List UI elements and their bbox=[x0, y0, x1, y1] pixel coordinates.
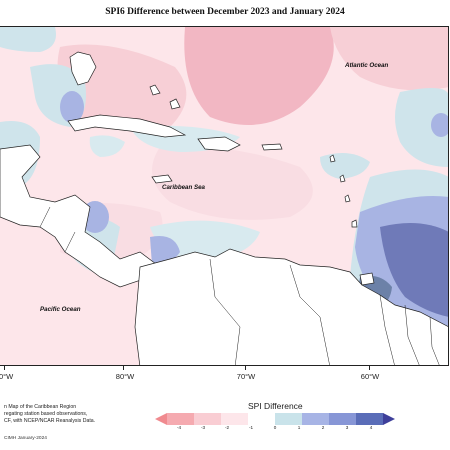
lon-label-70w: 70°W bbox=[236, 372, 256, 381]
legend-cell bbox=[302, 413, 330, 425]
legend-tick-label: -3 bbox=[200, 425, 206, 430]
legend-cell bbox=[356, 413, 384, 425]
legend-cell bbox=[167, 413, 195, 425]
legend-tick-label: -4 bbox=[176, 425, 182, 430]
map-credit-text: n Map of the Caribbean Region regating s… bbox=[4, 404, 96, 424]
map-title: SPI6 Difference between December 2023 an… bbox=[105, 7, 345, 17]
legend-cell bbox=[221, 413, 249, 425]
legend-tick-label: 3 bbox=[345, 425, 349, 430]
country-borders bbox=[39, 206, 440, 365]
legend-arrow-left bbox=[155, 413, 167, 425]
lon-tick-90 bbox=[4, 366, 5, 370]
legend-arrow-right bbox=[383, 413, 395, 425]
legend-cell bbox=[194, 413, 222, 425]
legend-cell bbox=[329, 413, 357, 425]
legend-tick-label: -2 bbox=[224, 425, 230, 430]
lon-label-60w: 60°W bbox=[360, 372, 380, 381]
lon-label-90w: 90°W bbox=[0, 372, 14, 381]
legend-tick-label: 4 bbox=[369, 425, 373, 430]
legend-tick-label: 2 bbox=[321, 425, 325, 430]
land-masses bbox=[0, 51, 448, 365]
caribbean-sea-label: Caribbean Sea bbox=[162, 184, 205, 191]
legend-tick-label: 0 bbox=[273, 425, 277, 430]
legend-cell bbox=[275, 413, 303, 425]
lon-tick-70 bbox=[245, 366, 246, 370]
pacific-ocean-label: Pacific Ocean bbox=[40, 306, 81, 313]
lon-label-80w: 80°W bbox=[115, 372, 135, 381]
atlantic-ocean-label: Atlantic Ocean bbox=[345, 62, 389, 69]
legend-title: SPI Difference bbox=[248, 401, 303, 411]
lon-tick-60 bbox=[369, 366, 370, 370]
legend-cell bbox=[248, 413, 276, 425]
lon-tick-80 bbox=[123, 366, 124, 370]
spi-map bbox=[0, 26, 449, 366]
legend-colorbar bbox=[155, 413, 395, 425]
legend-tick-label: 1 bbox=[297, 425, 301, 430]
legend-tick-label: -1 bbox=[248, 425, 254, 430]
map-credit-date: CIMH January-2024 bbox=[4, 436, 47, 441]
